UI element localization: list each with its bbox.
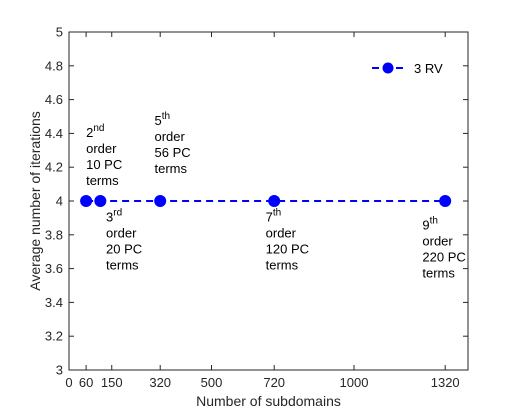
- annotation-line: terms: [106, 257, 139, 272]
- annotation-line: order: [155, 129, 186, 144]
- x-tick-label: 720: [263, 375, 285, 390]
- annotation-line: 7th: [266, 207, 282, 224]
- annotation-line: order: [422, 234, 453, 249]
- x-axis-title: Number of subdomains: [196, 393, 341, 409]
- x-tick-label: 500: [201, 375, 223, 390]
- data-point: [268, 195, 281, 207]
- y-tick-label: 4: [56, 194, 63, 209]
- annotation-line: terms: [422, 266, 455, 281]
- x-tick-label: 1320: [431, 375, 460, 390]
- annotation-line: terms: [86, 173, 119, 188]
- y-tick-label: 4.2: [45, 160, 63, 175]
- y-tick-label: 4.6: [45, 92, 63, 107]
- annotation-line: 220 PC: [422, 250, 465, 265]
- annotation-line: terms: [155, 161, 188, 176]
- y-tick-label: 3.8: [45, 227, 63, 242]
- annotation-line: 3rd: [106, 207, 122, 224]
- legend-marker: [382, 62, 394, 74]
- y-axis-title: Average number of iterations: [27, 111, 43, 291]
- annotation-line: 20 PC: [106, 241, 142, 256]
- y-tick-label: 5: [56, 25, 63, 40]
- annotation-line: 9th: [422, 216, 438, 233]
- data-point: [94, 195, 107, 207]
- y-tick-label: 3: [56, 363, 63, 378]
- annotation-line: 5th: [155, 111, 171, 128]
- y-tick-label: 3.6: [45, 261, 63, 276]
- annotation-line: order: [106, 225, 137, 240]
- y-tick-label: 4.8: [45, 58, 63, 73]
- legend-label: 3 RV: [414, 61, 443, 76]
- annotation-line: order: [86, 141, 117, 156]
- series-layer: [80, 195, 452, 207]
- legend: 3 RV: [372, 61, 443, 76]
- x-tick-label: 150: [101, 375, 123, 390]
- y-tick-label: 3.2: [45, 329, 63, 344]
- y-tick-label: 3.4: [45, 295, 63, 310]
- data-point: [80, 195, 93, 207]
- plot-area: 0 60 150 320 500 720 1000 1320 3 3.2 3.4 3.6 3.8 4 4.2…: [45, 25, 469, 390]
- x-tick-label: 60: [79, 375, 93, 390]
- annotation-line: 56 PC: [155, 145, 191, 160]
- data-point: [439, 195, 452, 207]
- annotation-line: 2nd: [86, 123, 104, 140]
- data-point: [154, 195, 167, 207]
- x-tick-label: 0: [65, 375, 72, 390]
- y-tick-label: 4.4: [45, 126, 63, 141]
- x-tick-label: 1000: [340, 375, 369, 390]
- x-tick-label: 320: [149, 375, 171, 390]
- annotation-line: order: [266, 225, 297, 240]
- annotation-line: terms: [266, 257, 299, 272]
- annotation-line: 120 PC: [266, 241, 309, 256]
- annotation-line: 10 PC: [86, 157, 122, 172]
